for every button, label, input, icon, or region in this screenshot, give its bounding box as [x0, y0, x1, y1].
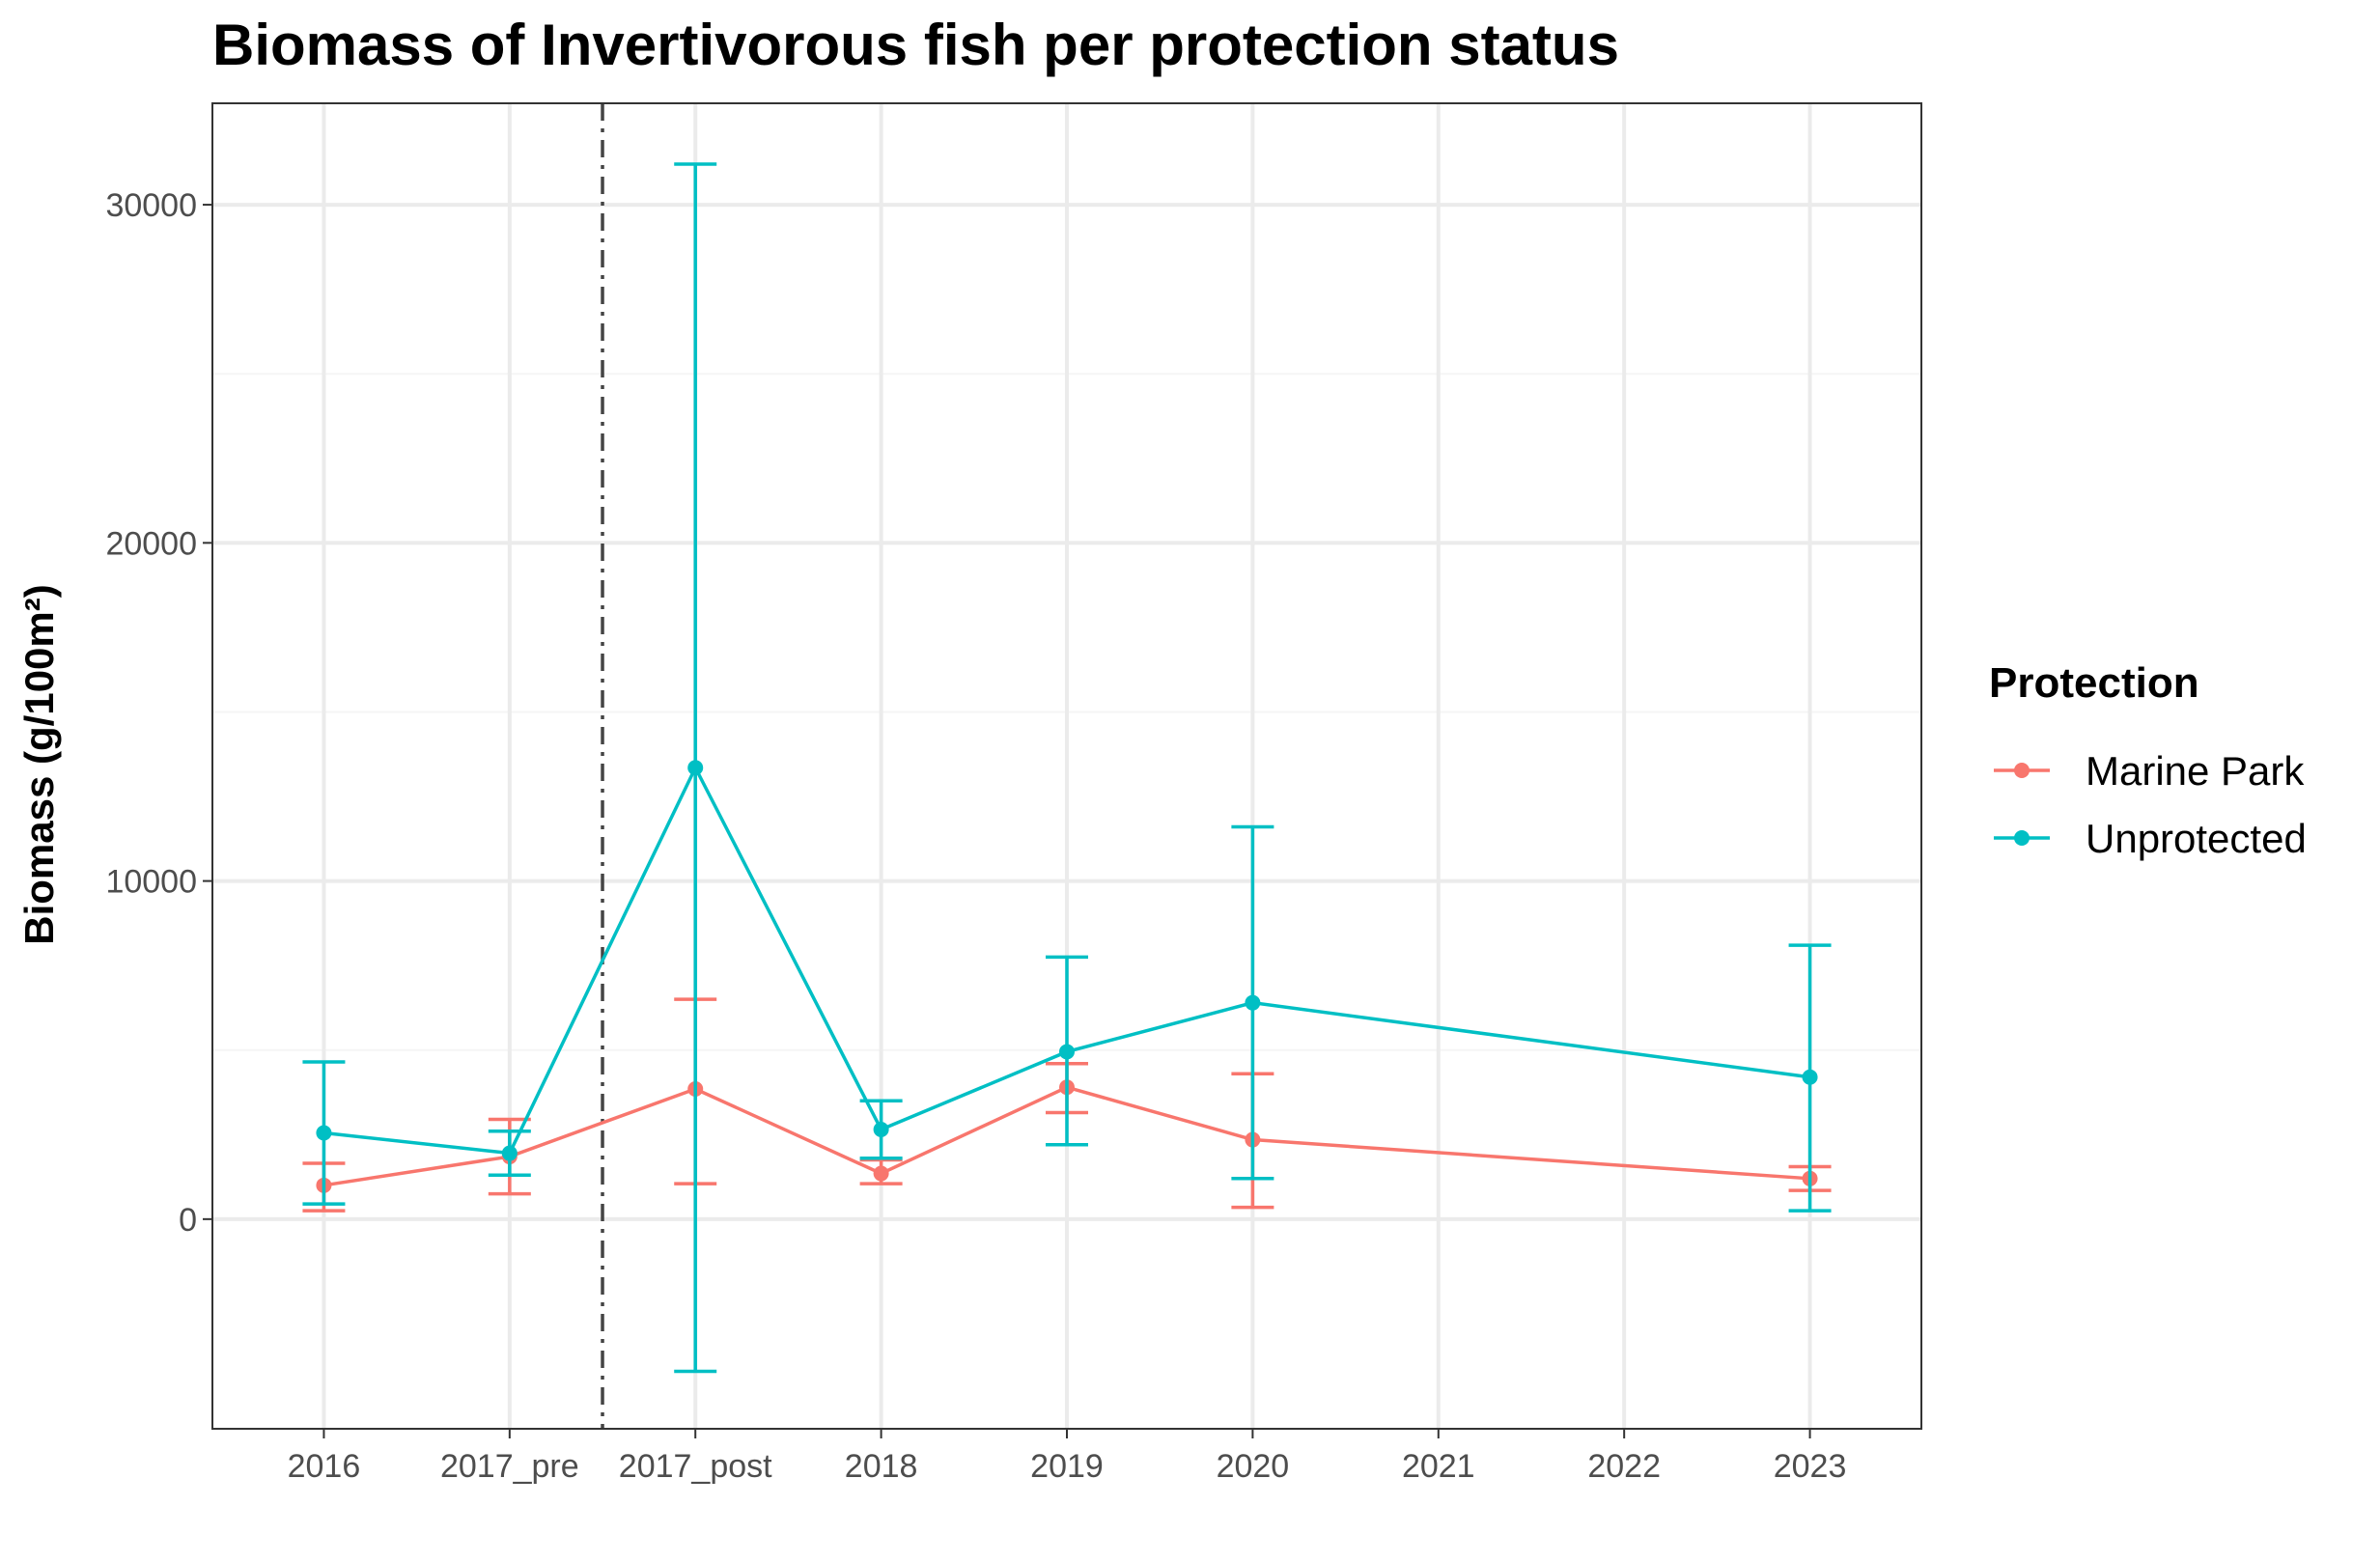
y-tick-label: 10000 [105, 864, 197, 901]
x-tick-label: 2022 [1587, 1448, 1661, 1485]
data-point [1059, 1044, 1075, 1059]
data-point [1803, 1070, 1818, 1085]
data-point [874, 1166, 889, 1182]
data-point [502, 1146, 518, 1161]
x-tick-label: 2023 [1774, 1448, 1847, 1485]
data-point [316, 1126, 331, 1141]
legend: Protection Marine Park Unprotected [1989, 659, 2307, 861]
data-point [874, 1122, 889, 1137]
legend-label: Marine Park [2086, 748, 2305, 794]
legend-entry: Marine Park [1994, 748, 2305, 794]
x-tick-label: 2018 [845, 1448, 918, 1485]
data-point [1245, 995, 1260, 1011]
data-point [687, 760, 703, 775]
x-tick-label: 2016 [288, 1448, 361, 1485]
legend-entry: Unprotected [1994, 816, 2307, 861]
x-tick-label: 2017_pre [440, 1448, 579, 1485]
legend-label: Unprotected [2086, 816, 2307, 861]
x-tick-label: 2019 [1030, 1448, 1104, 1485]
y-tick-label: 20000 [105, 525, 197, 562]
legend-title: Protection [1989, 659, 2199, 707]
y-axis-title: Biomass (g/100m²) [16, 584, 62, 944]
legend-key-point [2014, 830, 2030, 846]
y-tick-label: 30000 [105, 187, 197, 224]
legend-key-point [2014, 763, 2030, 778]
x-tick-label: 2021 [1402, 1448, 1475, 1485]
x-tick-label: 2020 [1217, 1448, 1290, 1485]
y-tick-label: 0 [179, 1202, 197, 1239]
x-axis: 2016 2017_pre 2017_post 2018 2019 2020 2021 202… [288, 1429, 1847, 1485]
x-tick-label: 2017_post [619, 1448, 772, 1485]
y-axis: 0 10000 20000 30000 [105, 187, 212, 1239]
